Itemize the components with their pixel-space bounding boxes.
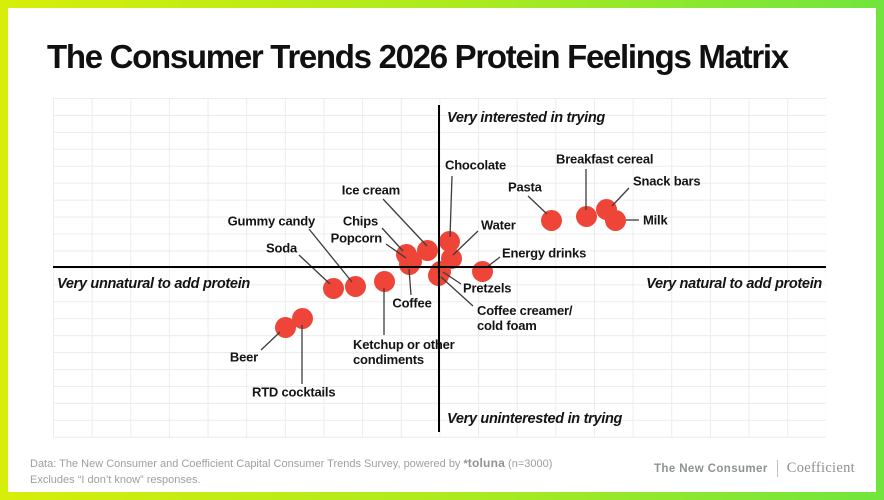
brand-lockup: The New Consumer Coefficient	[654, 460, 855, 477]
dot-energy-drinks	[471, 260, 493, 282]
connector-pretzels	[442, 271, 462, 285]
label-milk: Milk	[643, 212, 668, 228]
page-title: The Consumer Trends 2026 Protein Feeling…	[47, 38, 789, 75]
connector-water	[452, 230, 479, 256]
dot-ice-cream	[416, 239, 438, 261]
coefficient-logo: Coefficient	[786, 460, 855, 476]
connector-gummy-candy	[308, 228, 353, 283]
dot-breakfast-cereal	[575, 205, 597, 227]
footer-sample-size: (n=3000)	[508, 458, 553, 470]
connector-soda	[298, 254, 331, 285]
dot-chocolate	[438, 230, 460, 252]
dot-pasta	[540, 209, 562, 231]
connector-coffee-creamer-cold-foam	[440, 276, 474, 307]
dot-ketchup-or-other-condiments	[373, 270, 395, 292]
connector-ice-cream	[382, 198, 428, 247]
plot-overlay: Chocolate Breakfast cereal Pasta Snack bars…	[8, 8, 876, 492]
label-snack-bars: Snack bars	[633, 173, 701, 189]
label-energy-drinks: Energy drinks	[502, 245, 587, 261]
connector-pasta	[527, 195, 548, 215]
quadrant-label-very-unnatural-to-add-protein: Very unnatural to add protein	[57, 276, 250, 292]
infographic-canvas: The Consumer Trends 2026 Protein Feeling…	[8, 8, 876, 492]
label-soda: Soda	[266, 240, 297, 256]
label-ice-cream: Ice cream	[341, 182, 400, 198]
connector-energy-drinks	[486, 256, 501, 268]
connector-coffee	[408, 268, 412, 296]
footer-source: Data: The New Consumer and Coefficient C…	[30, 455, 552, 488]
label-coffee-creamer-cold-foam: Coffee creamer/ cold foam	[477, 303, 573, 333]
toluna-logo: toluna	[467, 456, 505, 470]
dot-gummy-candy	[344, 275, 366, 297]
connector-snack-bars	[611, 187, 630, 207]
footer-source-text: Data: The New Consumer and Coefficient C…	[30, 458, 461, 470]
label-coffee: Coffee	[392, 295, 432, 311]
dot-milk	[604, 209, 626, 231]
brand-divider	[776, 460, 778, 477]
label-pretzels: Pretzels	[463, 280, 512, 296]
connector-chips	[381, 227, 404, 252]
the-new-consumer-logo: The New Consumer	[653, 462, 768, 475]
quadrant-label-very-interested-in-trying: Very interested in trying	[447, 110, 605, 126]
connector-chocolate	[449, 175, 453, 238]
label-beer: Beer	[229, 349, 258, 365]
label-popcorn: Popcorn	[330, 230, 383, 246]
label-chocolate: Chocolate	[445, 157, 507, 173]
quadrant-label-very-uninterested-in-trying: Very uninterested in trying	[447, 411, 623, 427]
label-chips: Chips	[342, 213, 378, 229]
label-breakfast-cereal: Breakfast cereal	[556, 151, 654, 167]
footer-excludes-line: Excludes “I don’t know” responses.	[30, 474, 201, 486]
label-water: Water	[481, 217, 516, 233]
label-gummy-candy: Gummy candy	[227, 213, 316, 229]
dot-coffee	[398, 253, 420, 275]
toluna-star-icon: *	[463, 458, 468, 470]
label-pasta: Pasta	[508, 179, 542, 195]
connector-popcorn	[385, 243, 407, 259]
label-rtd-cocktails: RTD cocktails	[252, 384, 336, 400]
footer-source-line: Data: The New Consumer and Coefficient C…	[30, 455, 552, 472]
connector-beer	[260, 331, 281, 351]
y-axis-line	[438, 105, 440, 432]
quadrant-label-very-natural-to-add-protein: Very natural to add protein	[646, 276, 822, 292]
dot-rtd-cocktails	[291, 307, 313, 329]
